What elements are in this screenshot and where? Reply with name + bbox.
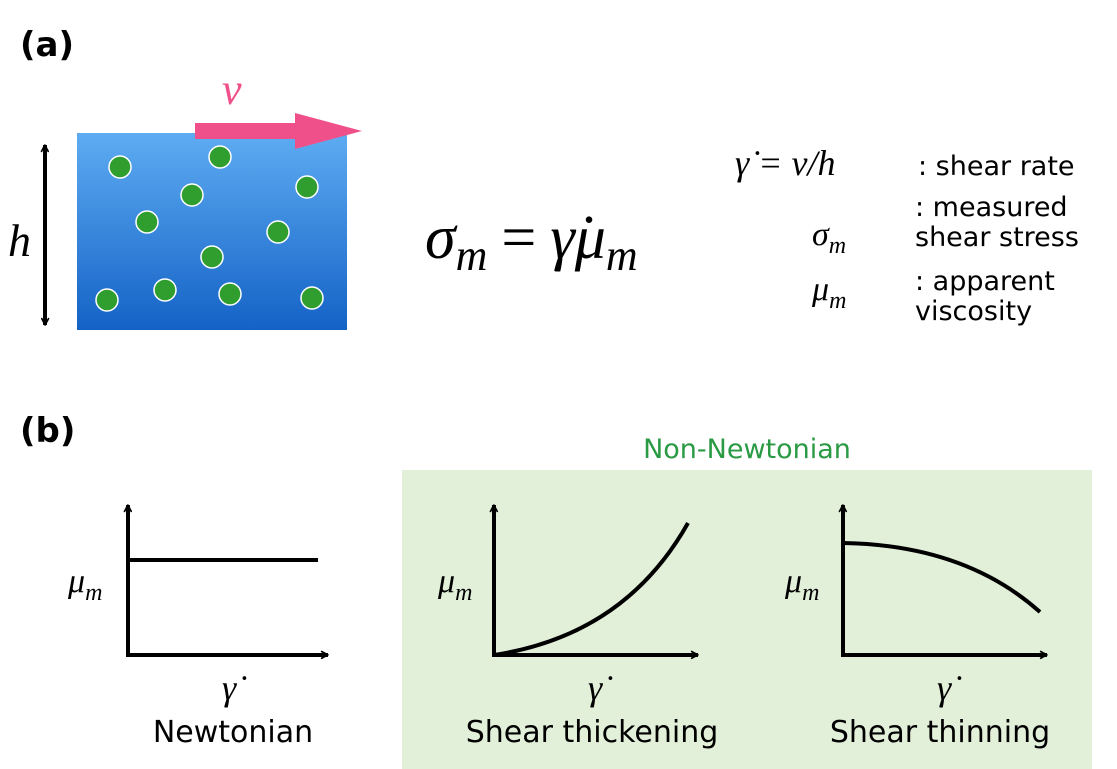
eq-lhs: σ xyxy=(425,204,458,272)
figure: (a) v h σm=γ̇μm γ̇ = v/h : shear rate σm… xyxy=(0,0,1117,769)
eq-sign: = xyxy=(501,204,536,272)
def-text: : apparent xyxy=(915,266,1055,297)
plot-title: Shear thickening xyxy=(466,715,719,750)
y-axis-label: μm xyxy=(67,563,102,606)
sym-sub: m xyxy=(455,580,472,606)
sym-sub: m xyxy=(829,233,846,259)
sym-base: μ xyxy=(811,271,829,308)
plot-title: Shear thinning xyxy=(830,715,1050,750)
plot-title: Newtonian xyxy=(153,715,313,750)
axes xyxy=(128,505,328,655)
sym-base: σ xyxy=(812,216,830,253)
group-label: Non-Newtonian xyxy=(643,434,851,465)
def-symbol: μm xyxy=(811,271,846,314)
eq-rhs-sub: m xyxy=(606,231,638,280)
height-label: h xyxy=(8,215,31,266)
sym-base: μ xyxy=(784,563,802,600)
equation: σm=γ̇μm xyxy=(425,204,638,280)
def-text: shear stress xyxy=(915,222,1079,253)
def-text: : measured xyxy=(915,192,1068,223)
velocity-label: v xyxy=(222,65,242,114)
def-symbol: σm xyxy=(812,216,846,259)
eq-rhs: μ xyxy=(574,204,606,272)
eq-lhs-sub: m xyxy=(456,231,488,280)
x-axis-label: γ̇ xyxy=(222,668,247,708)
sym-base: μ xyxy=(67,563,85,600)
sym-base: μ xyxy=(437,563,455,600)
def-text: : shear rate xyxy=(918,151,1075,182)
def-text: viscosity xyxy=(915,296,1032,327)
panel-label: (a) xyxy=(20,25,74,65)
sym-sub: m xyxy=(829,288,846,314)
sym-sub: m xyxy=(85,580,102,606)
def-symbol: γ̇ = v/h xyxy=(735,143,835,183)
panel-label: (b) xyxy=(20,411,75,451)
sym-sub: m xyxy=(802,580,819,606)
